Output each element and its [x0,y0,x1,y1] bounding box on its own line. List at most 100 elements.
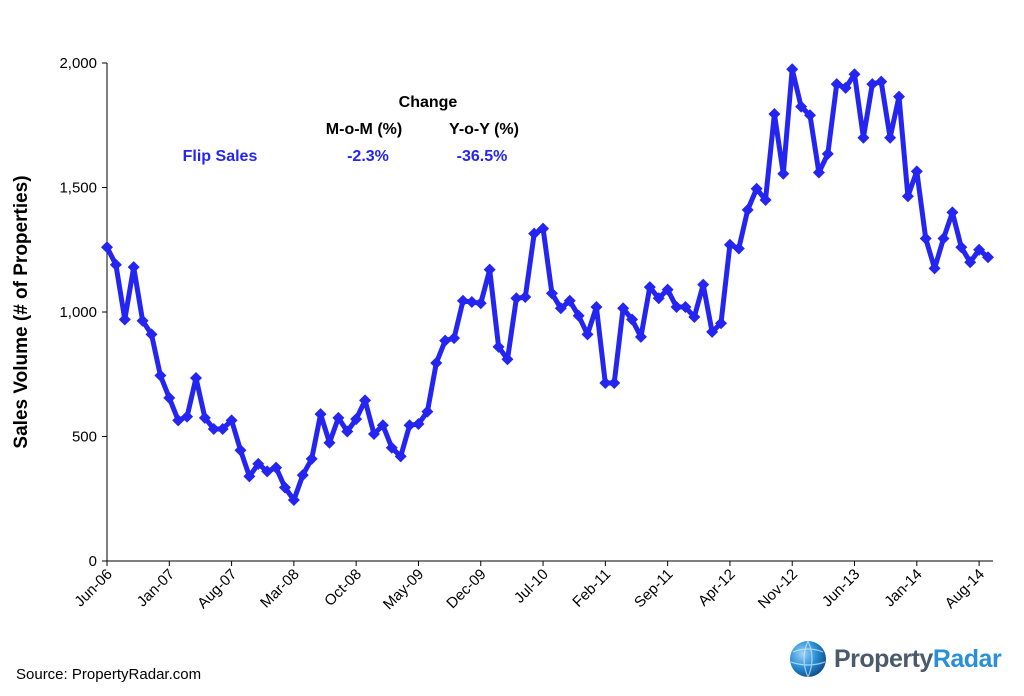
y-tick-label: 2,000 [59,55,97,72]
data-point-marker [198,411,211,424]
data-point-marker [421,405,434,418]
data-point-marker [706,325,719,338]
data-point-marker [474,297,487,310]
x-tick-label: Mar-08 [257,566,303,612]
data-point-marker [207,423,220,436]
data-point-marker [181,410,194,423]
data-point-marker [154,369,167,382]
data-point-marker [332,411,345,424]
brand-globe-icon [790,640,826,678]
data-point-marker [270,461,283,474]
x-tick-label: Feb-11 [569,566,614,611]
data-point-marker [278,481,291,494]
x-tick-label: Dec-09 [443,566,489,612]
data-point-marker [661,283,674,296]
data-point-marker [225,414,238,427]
data-point-marker [172,414,185,427]
data-point-marker [118,313,131,326]
data-point-marker [821,147,834,160]
data-point-marker [563,294,576,307]
data-point-marker [937,232,950,245]
data-point-marker [679,301,692,314]
data-point-marker [430,357,443,370]
data-point-marker [901,190,914,203]
x-tick-label: Jun-13 [819,566,863,610]
data-point-marker [145,328,158,341]
series-layer [101,63,994,506]
data-point-marker [634,330,647,343]
data-point-marker [359,394,372,407]
flip-sales-line [104,66,990,503]
brand-logo-part2: Radar [932,645,1002,673]
data-point-marker [554,302,567,315]
data-point-marker [866,78,879,91]
data-point-marker [545,287,558,300]
data-point-marker [323,436,336,449]
data-point-marker [741,203,754,216]
x-tick-label: Jun-06 [71,566,115,610]
data-point-marker [492,340,505,353]
annotation-header: Change [399,94,458,111]
x-tick-label: Sep-11 [631,566,676,611]
data-point-marker [723,238,736,251]
data-point-marker [376,419,389,432]
x-tick-label: Nov-12 [755,566,801,612]
data-point-marker [946,206,959,219]
data-point-marker [163,391,176,404]
data-point-marker [501,353,514,366]
data-point-marker [519,291,532,304]
data-point-marker [670,301,683,314]
data-point-marker [127,261,140,274]
data-point-marker [189,371,202,384]
x-tick-label: Oct-08 [321,566,365,610]
data-point-marker [403,419,416,432]
source-note: Source: PropertyRadar.com [16,666,202,683]
data-point-marker [884,131,897,144]
data-point-marker [875,75,888,88]
data-point-marker [964,256,977,269]
data-point-marker [412,418,425,431]
data-point-marker [101,241,113,254]
data-point-marker [350,413,363,426]
data-point-marker [287,493,300,506]
y-tick-label: 0 [89,553,97,570]
change-annotation: Change M-o-M (%) Y-o-Y (%) Flip Sales -2… [183,94,519,165]
data-point-marker [893,90,906,103]
y-tick-label: 500 [72,429,97,446]
data-point-marker [367,428,380,441]
data-point-marker [777,167,790,180]
x-tick-label: Aug-07 [194,566,240,612]
data-point-marker [483,263,496,276]
x-ticks: Jun-06 Jan-07 Aug-07 Mar-08 Oct-08 May-09 Dec-… [71,561,988,613]
data-point-marker [394,450,407,463]
annotation-mom-value: -2.3% [347,148,389,165]
data-point-marker [465,296,478,309]
data-point-marker [839,81,852,94]
data-point-marker [955,241,968,254]
data-point-marker [243,470,256,483]
data-point-marker [216,423,229,436]
y-tick-label: 1,000 [59,304,97,321]
data-point-marker [456,294,469,307]
data-point-marker [608,376,621,389]
data-point-marker [234,444,247,457]
data-point-marker [599,376,612,389]
data-point-marker [448,332,461,345]
data-point-marker [305,452,318,465]
data-point-marker [314,408,327,421]
data-point-marker [652,292,665,305]
data-point-marker [982,251,994,264]
x-tick-label: Jan-14 [881,566,925,610]
annotation-row-label: Flip Sales [183,148,258,165]
data-point-marker [581,328,594,341]
data-point-marker [697,278,710,291]
data-point-marker [759,193,772,206]
annotation-yoy-header: Y-o-Y (%) [449,121,519,138]
y-tick-label: 1,500 [59,180,97,197]
data-point-marker [786,63,799,76]
data-point-marker [626,313,639,326]
x-tick-label: Jan-07 [134,566,178,610]
y-ticks: 0 500 1,000 1,500 2,000 [59,55,107,570]
x-tick-label: May-09 [380,566,427,613]
